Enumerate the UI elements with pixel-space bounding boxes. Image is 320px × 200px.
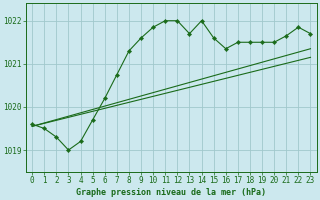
X-axis label: Graphe pression niveau de la mer (hPa): Graphe pression niveau de la mer (hPa) — [76, 188, 266, 197]
